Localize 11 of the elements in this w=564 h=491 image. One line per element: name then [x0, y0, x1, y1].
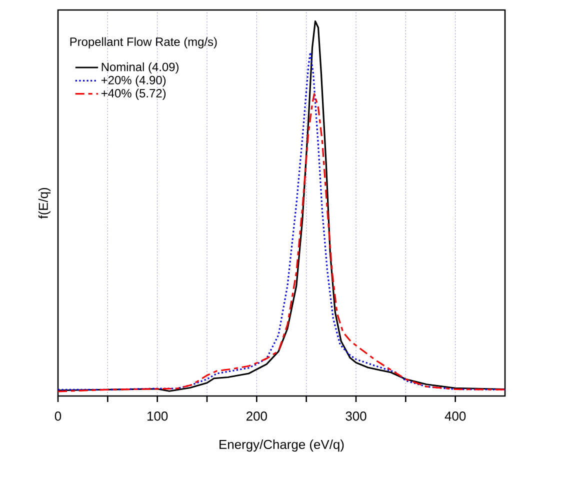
x-tick-label: 200	[246, 412, 267, 421]
x-tick-label: 400	[444, 412, 466, 421]
legend-label: +20% (4.90)	[101, 76, 166, 87]
x-tick-label: 100	[148, 412, 168, 421]
legend-label: Nominal (4.09)	[102, 62, 178, 74]
x-tick-label: 0	[54, 412, 62, 421]
y-axis-title: f(E/q)	[38, 188, 50, 219]
x-tick-label: 300	[346, 412, 366, 421]
legend-label: +40% (5.72)	[101, 88, 166, 100]
x-axis-title: Energy/Charge (eV/q)	[220, 440, 344, 452]
legend-title: Propellant Flow Rate (mg/s)	[70, 37, 217, 48]
